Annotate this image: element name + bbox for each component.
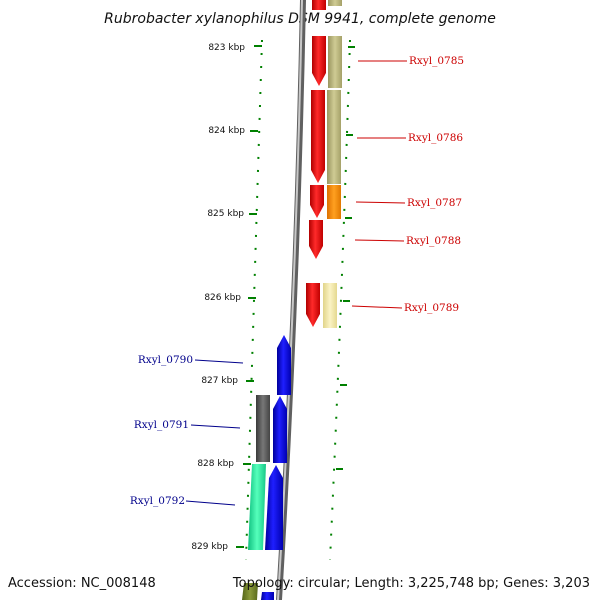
gene-arrow-forward[interactable] — [312, 0, 326, 10]
label-leader-line — [185, 500, 236, 506]
gene-arrow-rxyl-0792[interactable] — [265, 465, 283, 550]
scale-label-827: 827 kbp — [201, 376, 238, 386]
forward-label-lines — [351, 60, 407, 309]
feature-block-olive[interactable] — [327, 90, 341, 184]
scale-label-823: 823 kbp — [208, 43, 245, 53]
feature-block-olive[interactable] — [328, 0, 342, 6]
reverse-strand-genes — [261, 335, 291, 600]
scale-tick-mark — [243, 463, 251, 465]
gene-label-rxyl-0786[interactable]: Rxyl_0786 — [408, 132, 463, 144]
feature-block-teal[interactable] — [248, 464, 266, 550]
outer-dotted-ring — [329, 39, 351, 561]
outer-tick-mark — [345, 217, 352, 219]
gene-arrow-reverse[interactable] — [261, 592, 274, 600]
gene-arrow-rxyl-0786[interactable] — [311, 90, 325, 183]
feature-block-olive[interactable] — [328, 36, 342, 88]
gene-label-rxyl-0788[interactable]: Rxyl_0788 — [406, 235, 461, 247]
gene-label-rxyl-0792[interactable]: Rxyl_0792 — [130, 495, 185, 507]
gene-arrow-rxyl-0791[interactable] — [273, 396, 287, 463]
scale-tick-mark — [254, 45, 262, 47]
gene-label-rxyl-0787[interactable]: Rxyl_0787 — [407, 197, 462, 209]
scale-label-825: 825 kbp — [207, 209, 244, 219]
label-leader-line — [355, 201, 406, 204]
feature-block-orange[interactable] — [327, 185, 341, 219]
scale-tick-mark — [250, 130, 258, 132]
feature-block-light-yellow[interactable] — [323, 283, 337, 328]
label-leader-line — [351, 305, 403, 309]
outer-tick-mark — [340, 384, 347, 386]
scale-tick-mark — [246, 380, 254, 382]
label-leader-line — [194, 359, 244, 364]
forward-strand-genes — [306, 0, 326, 327]
scale-label-824: 824 kbp — [208, 126, 245, 136]
scale-tick-mark — [248, 297, 256, 299]
gene-label-rxyl-0785[interactable]: Rxyl_0785 — [409, 55, 464, 67]
gene-labels: Rxyl_0785 Rxyl_0786 Rxyl_0787 Rxyl_0788 … — [130, 55, 464, 507]
outer-feature-track — [323, 0, 342, 328]
scale-tick-marks — [236, 45, 355, 548]
inner-feature-track — [242, 395, 270, 600]
outer-tick-mark — [348, 46, 355, 48]
outer-tick-mark — [336, 468, 343, 470]
gene-arrow-rxyl-0787[interactable] — [310, 185, 324, 218]
topology-text: Topology: circular; Length: 3,225,748 bp… — [232, 576, 590, 591]
scale-label-828: 828 kbp — [197, 459, 234, 469]
scale-label-829: 829 kbp — [191, 542, 228, 552]
label-leader-line — [354, 239, 405, 242]
gene-label-rxyl-0789[interactable]: Rxyl_0789 — [404, 302, 459, 314]
reverse-label-lines — [185, 359, 244, 506]
scale-label-826: 826 kbp — [204, 293, 241, 303]
feature-block-dark-green[interactable] — [242, 583, 258, 600]
gene-label-rxyl-0791[interactable]: Rxyl_0791 — [134, 419, 189, 431]
gene-arrow-rxyl-0789[interactable] — [306, 283, 320, 327]
gene-arrow-rxyl-0785[interactable] — [312, 36, 326, 86]
scale-tick-mark — [249, 213, 257, 215]
inner-dotted-ring — [245, 39, 263, 561]
scale-labels: 823 kbp 824 kbp 825 kbp 826 kbp 827 kbp … — [191, 43, 245, 552]
feature-block-gray[interactable] — [256, 395, 270, 462]
gene-arrow-rxyl-0790[interactable] — [277, 335, 291, 395]
outer-tick-mark — [346, 134, 353, 136]
label-leader-line — [190, 424, 241, 429]
outer-tick-mark — [343, 300, 350, 302]
scale-tick-mark — [236, 546, 244, 548]
gene-arrow-rxyl-0788[interactable] — [309, 220, 323, 259]
gene-label-rxyl-0790[interactable]: Rxyl_0790 — [138, 354, 193, 366]
accession-text: Accession: NC_008148 — [8, 576, 156, 591]
